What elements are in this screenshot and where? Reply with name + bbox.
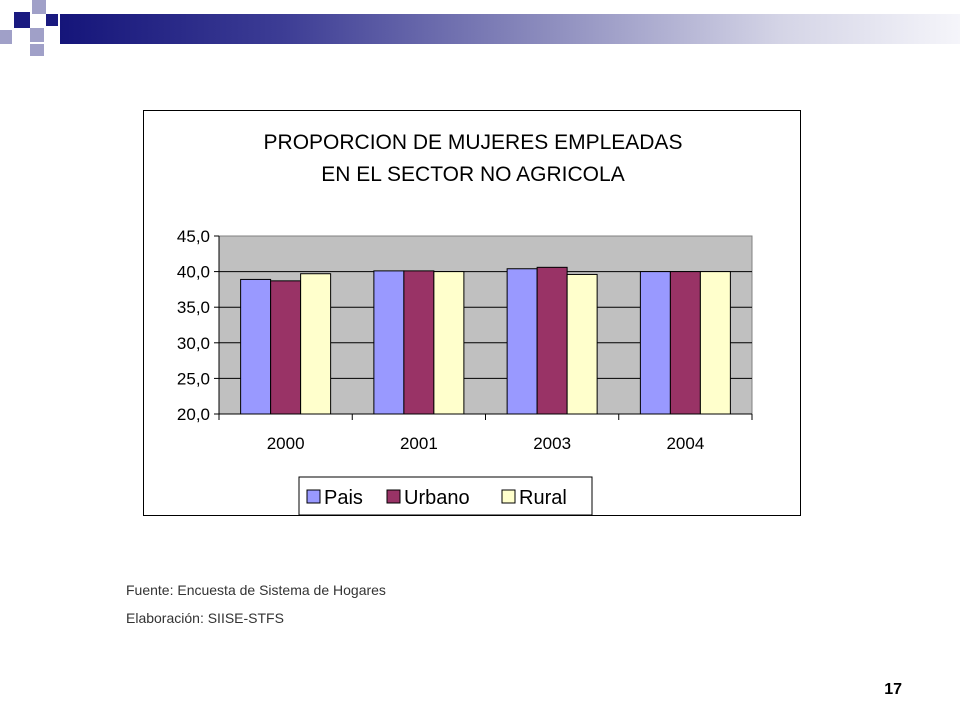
chart-frame: PROPORCION DE MUJERES EMPLEADAS EN EL SE… (143, 110, 801, 516)
legend-box (298, 476, 593, 515)
bar-urbano-2000 (270, 280, 302, 415)
bar-rural-2001 (433, 271, 465, 415)
legend-label-pais: Pais (324, 487, 363, 509)
legend-swatch-pais (306, 489, 321, 504)
y-tick-label: 35,0 (177, 298, 210, 317)
y-tick-label: 45,0 (177, 227, 210, 246)
x-tick-label: 2004 (666, 434, 704, 453)
legend-label-urbano: Urbano (404, 487, 470, 509)
bar-urbano-2001 (403, 270, 435, 415)
x-tick-label: 2003 (533, 434, 571, 453)
deco-square-light-2 (30, 28, 44, 42)
legend-swatch-rural (501, 489, 516, 504)
source-note: Fuente: Encuesta de Sistema de Hogares (126, 582, 386, 598)
bar-pais-2004 (639, 271, 671, 415)
bar-urbano-2004 (669, 271, 701, 415)
bar-chart: PROPORCION DE MUJERES EMPLEADAS EN EL SE… (177, 131, 753, 515)
bar-rural-2004 (699, 271, 731, 415)
chart-title-line-2: EN EL SECTOR NO AGRICOLA (321, 163, 624, 186)
legend-label-rural: Rural (519, 487, 567, 509)
y-tick-label: 40,0 (177, 263, 210, 282)
bar-rural-2003 (566, 273, 598, 415)
author-note: Elaboración: SIISE-STFS (126, 610, 284, 626)
x-tick-label: 2000 (267, 434, 305, 453)
bar-pais-2001 (373, 270, 405, 415)
deco-square-dark (14, 12, 30, 28)
y-tick-label: 30,0 (177, 334, 210, 353)
deco-square-light (32, 0, 46, 14)
legend: Pais Urbano Rural (298, 476, 593, 515)
deco-square-light-4 (0, 30, 12, 44)
page-number: 17 (884, 681, 902, 698)
plot-area: 20,0 25,0 30,0 35,0 40,0 45,0 2000 2001 2003 2004 (177, 227, 753, 453)
y-tick-label: 20,0 (177, 405, 210, 424)
deco-square-light-3 (30, 44, 44, 56)
y-tick-label: 25,0 (177, 369, 210, 388)
legend-swatch-urbano (386, 489, 401, 504)
bar-rural-2000 (300, 273, 332, 415)
chart-title-line-1: PROPORCION DE MUJERES EMPLEADAS (264, 131, 683, 154)
x-tick-label: 2001 (400, 434, 438, 453)
bar-urbano-2003 (536, 266, 568, 415)
decorative-squares (0, 0, 58, 56)
bar-pais-2000 (240, 278, 272, 415)
header-gradient-bar (60, 14, 960, 44)
bar-pais-2003 (506, 268, 538, 415)
deco-square-dark-small (46, 14, 58, 26)
